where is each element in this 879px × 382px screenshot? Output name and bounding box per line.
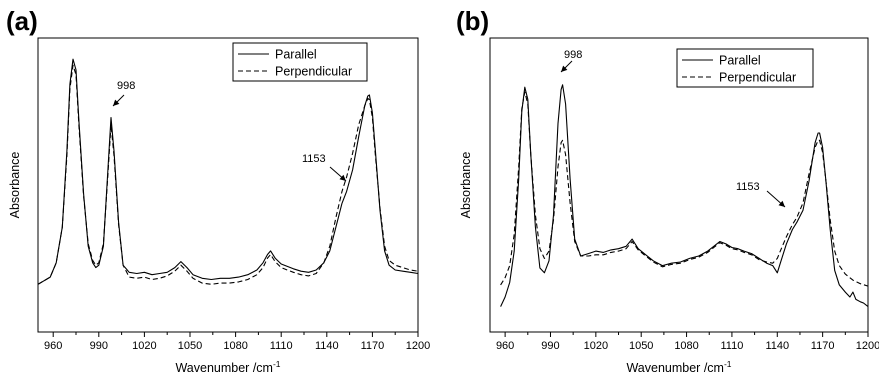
x-axis-title-superscript: -1 xyxy=(724,359,732,369)
x-axis-title-main: Wavenumber /cm xyxy=(626,361,723,375)
x-tick-label: 1110 xyxy=(270,340,293,352)
plot-frame xyxy=(37,37,419,333)
annotation-label: 1153 xyxy=(736,181,760,193)
x-axis-title-main: Wavenumber /cm xyxy=(175,361,272,375)
plot-frame xyxy=(489,37,869,333)
x-tick-label: 990 xyxy=(90,340,108,352)
annotation-arrow-head xyxy=(113,99,120,106)
legend-label: Perpendicular xyxy=(719,71,796,85)
x-tick-label: 1020 xyxy=(584,340,608,352)
panel-a: (a) 960 990 1020 1050 1080 1110 1140 1170 1200 Wav… xyxy=(6,6,430,375)
x-tick-label: 960 xyxy=(44,340,62,352)
y-axis-title: Absorbance xyxy=(459,152,473,219)
x-tick-label: 1200 xyxy=(856,340,879,352)
x-tick-label: 1140 xyxy=(765,340,789,352)
x-tick-label: 1020 xyxy=(132,340,156,352)
x-tick-label: 1080 xyxy=(223,340,247,352)
x-axis-title-superscript: -1 xyxy=(273,359,281,369)
legend-label: Parallel xyxy=(275,48,317,62)
series-line-parallel xyxy=(37,58,419,285)
annotation-arrow-head xyxy=(561,65,568,72)
x-tick-label: 1200 xyxy=(406,340,430,352)
series-line-perpendicular xyxy=(37,64,419,285)
series-line-parallel xyxy=(500,84,869,308)
legend-label: Perpendicular xyxy=(275,65,352,79)
y-axis-title: Absorbance xyxy=(8,152,22,219)
x-tick-label: 1170 xyxy=(361,340,385,352)
annotation-arrow-head xyxy=(339,174,346,181)
x-tick-label: 1110 xyxy=(720,340,743,352)
annotation-label: 1153 xyxy=(302,153,326,165)
x-tick-label: 1050 xyxy=(629,340,653,352)
x-tick-label: 1170 xyxy=(811,340,835,352)
x-tick-label: 1050 xyxy=(178,340,202,352)
legend-box xyxy=(676,48,814,88)
panel-label: (a) xyxy=(6,6,38,36)
panel-b: (b) 960 990 1020 1050 1080 1110 1140 1170 1200 Wav… xyxy=(456,6,879,375)
annotation-label: 998 xyxy=(117,80,135,92)
legend-label: Parallel xyxy=(719,54,761,68)
annotation-arrow-head xyxy=(778,200,785,207)
x-axis-title: Wavenumber /cm-1 xyxy=(175,359,280,375)
annotation-label: 998 xyxy=(564,49,582,61)
x-tick-label: 990 xyxy=(541,340,559,352)
panel-label: (b) xyxy=(456,6,489,36)
x-tick-label: 960 xyxy=(496,340,514,352)
x-tick-label: 1080 xyxy=(674,340,698,352)
legend-box xyxy=(232,42,368,82)
x-axis-title: Wavenumber /cm-1 xyxy=(626,359,731,375)
series-line-perpendicular xyxy=(500,91,869,287)
x-tick-label: 1140 xyxy=(315,340,339,352)
